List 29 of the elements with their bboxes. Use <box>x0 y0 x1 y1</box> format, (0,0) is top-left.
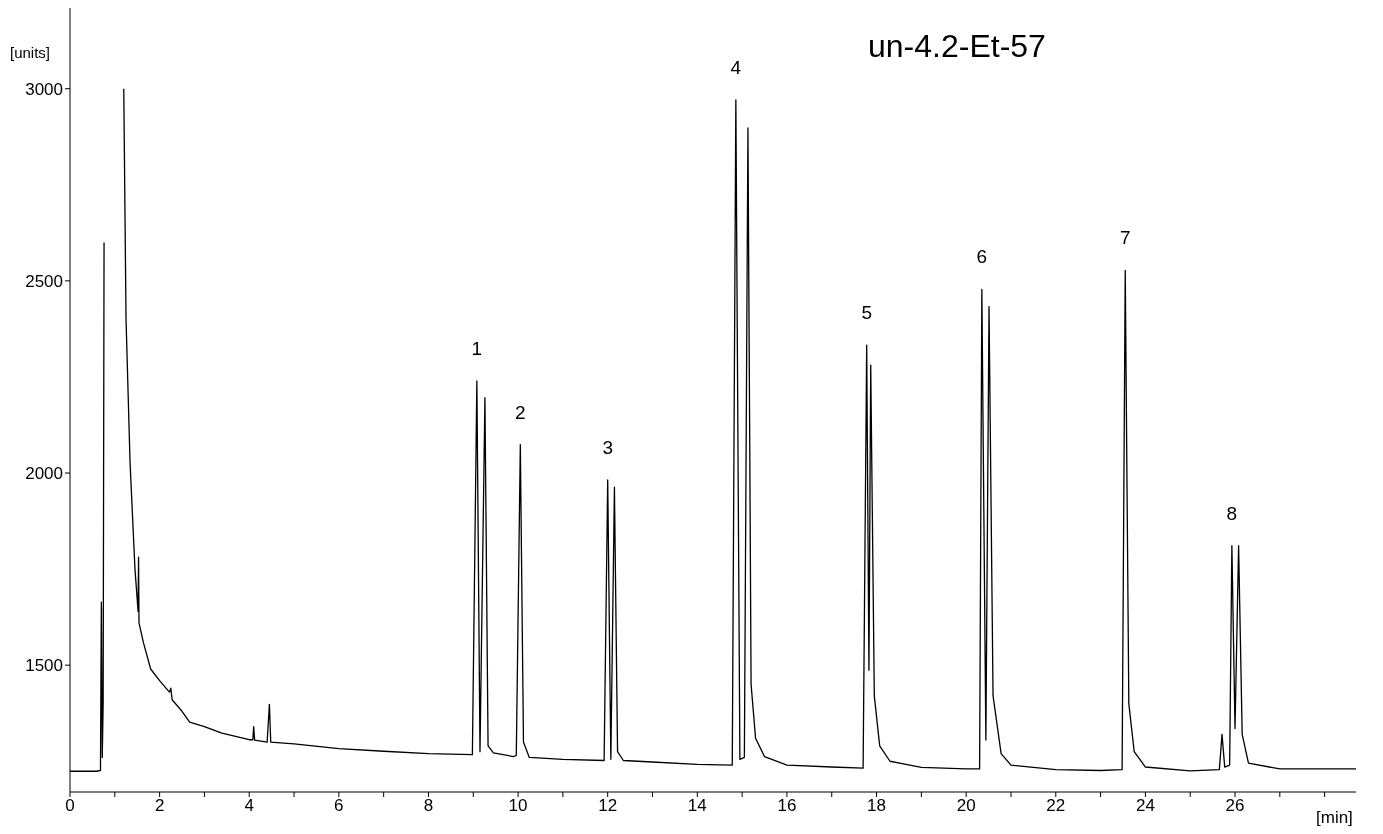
annotation: 3 <box>602 436 613 458</box>
x-tick-label: 16 <box>777 796 797 816</box>
x-tick-label: 24 <box>1135 796 1155 816</box>
x-tick-label: 8 <box>423 796 434 816</box>
y-axis-title: [units] <box>10 44 51 61</box>
annotation: 1 <box>471 337 483 359</box>
x-tick-label: 22 <box>1046 796 1066 816</box>
x-axis-title: [min] <box>1316 808 1353 828</box>
x-tick-label: 26 <box>1225 796 1245 816</box>
x-tick-label: 0 <box>65 796 75 816</box>
annotation: 2 <box>515 401 526 423</box>
x-tick-label: 14 <box>687 796 707 816</box>
y-tick-label: 2000 <box>25 464 63 484</box>
x-tick-label: 20 <box>956 796 976 816</box>
annotation: 7 <box>1119 227 1131 249</box>
x-tick-label: 6 <box>334 796 344 816</box>
x-tick-label: 4 <box>244 796 254 816</box>
x-tick-label: 18 <box>867 796 887 816</box>
text: un-4.2-Et-57 <box>868 28 1046 65</box>
y-tick-label: 3000 <box>25 79 63 99</box>
y-tick-label: 1500 <box>25 656 63 676</box>
x-tick-label: 10 <box>508 796 528 816</box>
x-tick-label: 12 <box>598 796 618 816</box>
y-tick-label: 2500 <box>25 271 63 291</box>
annotation: 5 <box>861 302 872 324</box>
annotation: 4 <box>730 56 742 78</box>
annotation: 8 <box>1226 502 1238 524</box>
x-tick-label: 2 <box>154 796 165 816</box>
annotation: 6 <box>976 246 988 268</box>
